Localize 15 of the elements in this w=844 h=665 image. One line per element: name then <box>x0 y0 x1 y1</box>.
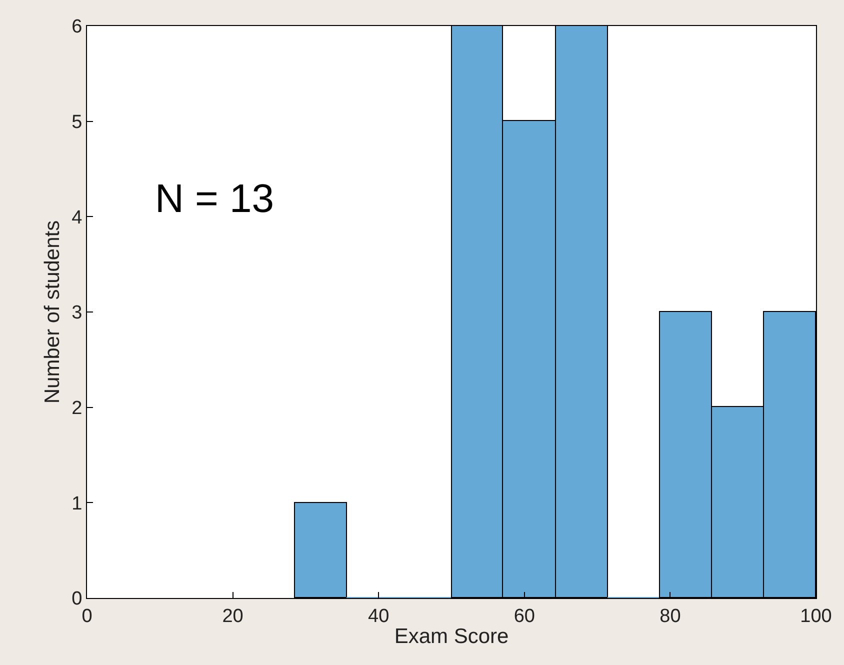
y-tick-label: 1 <box>72 493 82 514</box>
y-tick-label: 3 <box>72 302 82 324</box>
x-tick-label: 40 <box>368 606 390 627</box>
x-tick-label: 80 <box>660 606 681 627</box>
x-tick-label: 60 <box>514 606 535 627</box>
x-tick-label: 20 <box>222 606 244 627</box>
y-tick-label: 0 <box>72 588 82 610</box>
y-tick-label: 6 <box>72 16 82 38</box>
y-tick-label: 2 <box>72 398 82 419</box>
annotation: N = 13 <box>155 177 274 221</box>
y-axis-title: Number of students <box>40 220 64 404</box>
x-axis-title: Exam Score <box>394 625 509 648</box>
y-tick-label: 4 <box>72 207 83 228</box>
y-tick-label: 5 <box>72 112 82 133</box>
x-tick-label: 100 <box>800 606 832 627</box>
